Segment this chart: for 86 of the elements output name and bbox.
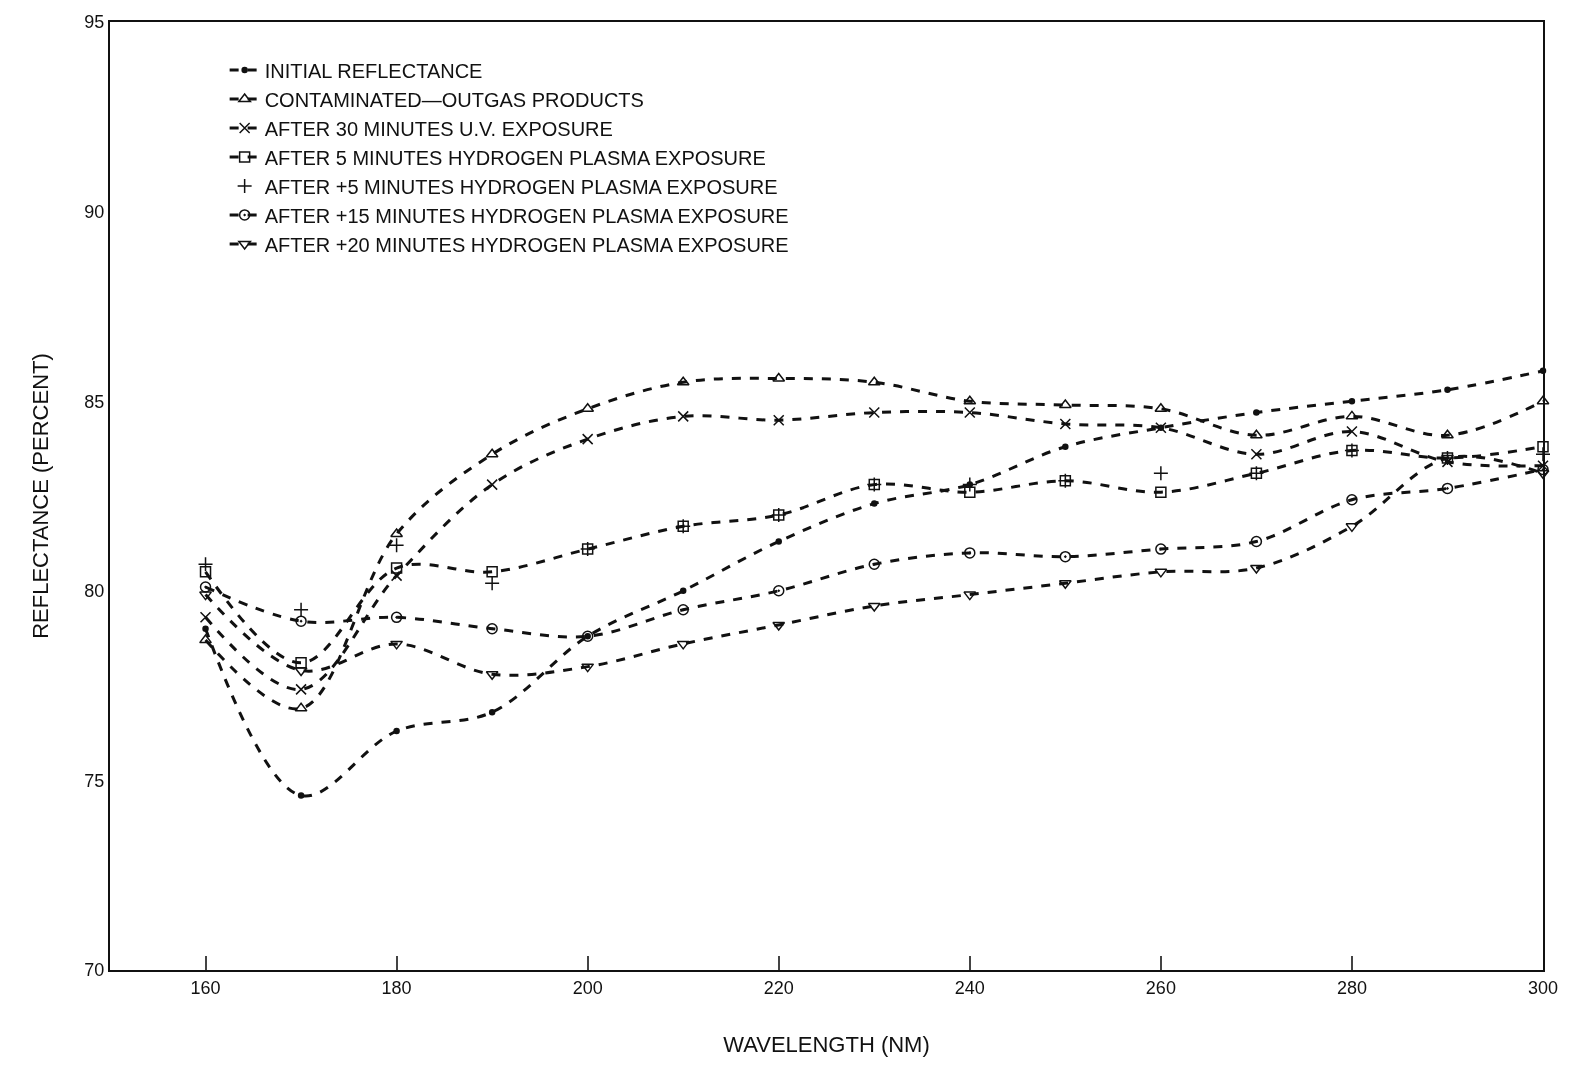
point xyxy=(775,538,782,545)
point xyxy=(772,414,785,426)
point xyxy=(772,585,785,597)
point xyxy=(868,406,881,419)
point xyxy=(1154,403,1168,413)
point xyxy=(297,792,305,799)
point xyxy=(1345,410,1359,420)
point xyxy=(199,611,212,624)
point xyxy=(1059,418,1072,430)
point xyxy=(199,591,213,601)
point xyxy=(679,587,687,595)
x-axis-title: WAVELENGTH (NM) xyxy=(723,1032,930,1057)
point xyxy=(1348,397,1356,405)
point xyxy=(1249,429,1263,439)
point xyxy=(677,604,689,616)
point xyxy=(1249,564,1263,574)
point xyxy=(963,591,977,601)
y-tick-label: 80 xyxy=(84,581,105,602)
point xyxy=(1440,429,1454,439)
point xyxy=(963,395,977,405)
point xyxy=(488,708,496,716)
legend-label: INITIAL REFLECTANCE xyxy=(264,59,483,82)
x-tick-label: 180 xyxy=(381,977,412,998)
point xyxy=(676,376,690,386)
point xyxy=(1250,448,1263,461)
x-tick-label: 160 xyxy=(190,977,221,998)
point xyxy=(1346,494,1358,506)
point xyxy=(294,667,308,677)
point xyxy=(295,683,307,696)
legend-label: AFTER 30 MINUTES U.V. EXPOSURE xyxy=(264,117,613,140)
point xyxy=(867,376,881,386)
x-tick-label: 220 xyxy=(763,977,794,998)
y-tick-label: 85 xyxy=(84,391,105,412)
legend-label: AFTER +20 MINUTES HYDROGEN PLASMA EXPOSURE xyxy=(264,233,789,256)
point xyxy=(485,670,499,680)
y-tick-label: 75 xyxy=(84,770,105,791)
point xyxy=(964,547,976,559)
y-tick-label: 90 xyxy=(84,201,105,222)
x-tick-label: 200 xyxy=(572,977,603,998)
point xyxy=(676,640,690,650)
y-tick-label: 95 xyxy=(84,12,105,33)
point xyxy=(1346,425,1358,438)
x-tick-label: 240 xyxy=(954,977,985,998)
y-axis-title: REFLECTANCE (PERCENT) xyxy=(27,353,53,639)
point xyxy=(393,727,400,735)
point xyxy=(1250,535,1263,548)
legend-label: AFTER +5 MINUTES HYDROGEN PLASMA EXPOSURE xyxy=(264,175,778,198)
point xyxy=(1444,386,1451,394)
point xyxy=(1059,550,1072,563)
point xyxy=(1345,523,1359,533)
point xyxy=(1536,395,1550,405)
point xyxy=(964,406,976,419)
point xyxy=(295,615,307,627)
point xyxy=(581,403,595,413)
x-tick-label: 260 xyxy=(1145,977,1176,998)
point xyxy=(1154,568,1168,578)
point xyxy=(1155,543,1167,555)
point xyxy=(581,663,595,673)
x-tick-label: 300 xyxy=(1527,977,1559,998)
point xyxy=(486,622,498,635)
point xyxy=(868,558,881,571)
point xyxy=(294,702,308,712)
point xyxy=(485,448,499,458)
point xyxy=(867,602,881,612)
point xyxy=(772,372,786,382)
point xyxy=(390,528,404,538)
x-tick-label: 280 xyxy=(1336,977,1367,998)
point xyxy=(1058,579,1072,589)
point xyxy=(390,611,403,624)
legend-label: AFTER 5 MINUTES HYDROGEN PLASMA EXPOSURE xyxy=(264,146,766,169)
point xyxy=(871,500,878,507)
legend-label: CONTAMINATED—OUTGAS PRODUCTS xyxy=(264,88,644,111)
point xyxy=(390,640,404,650)
point xyxy=(1441,482,1454,495)
y-tick-label: 70 xyxy=(84,960,105,981)
point xyxy=(1253,409,1260,416)
point xyxy=(199,581,212,593)
point xyxy=(1058,399,1072,409)
point xyxy=(1062,443,1069,450)
point xyxy=(202,625,209,632)
point xyxy=(581,433,594,445)
point xyxy=(199,634,213,644)
legend-label: AFTER +15 MINUTES HYDROGEN PLASMA EXPOSURE xyxy=(264,204,789,227)
point xyxy=(486,478,498,491)
point xyxy=(677,410,689,423)
point xyxy=(772,621,786,631)
